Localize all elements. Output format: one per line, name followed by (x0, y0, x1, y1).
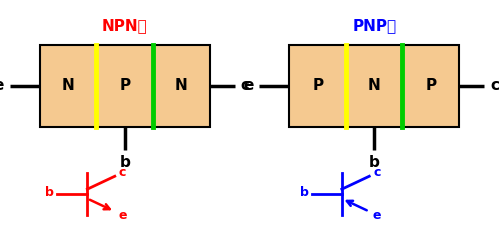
Text: c: c (241, 78, 250, 93)
Text: c: c (373, 166, 380, 179)
Text: P: P (119, 78, 130, 93)
Text: e: e (0, 78, 4, 93)
Text: NPN型: NPN型 (102, 18, 148, 33)
Text: b: b (300, 186, 309, 199)
Text: N: N (368, 78, 381, 93)
Text: b: b (369, 155, 380, 170)
Text: N: N (175, 78, 188, 93)
Bar (289, 45, 459, 127)
Text: e: e (118, 208, 127, 222)
Text: PNP型: PNP型 (352, 18, 396, 33)
Bar (40, 45, 210, 127)
Text: N: N (62, 78, 74, 93)
Text: b: b (119, 155, 130, 170)
Text: P: P (312, 78, 323, 93)
Text: c: c (119, 166, 126, 179)
Text: e: e (372, 208, 381, 222)
Text: b: b (45, 186, 54, 199)
Text: e: e (243, 78, 253, 93)
Text: c: c (490, 78, 499, 93)
Text: P: P (425, 78, 436, 93)
